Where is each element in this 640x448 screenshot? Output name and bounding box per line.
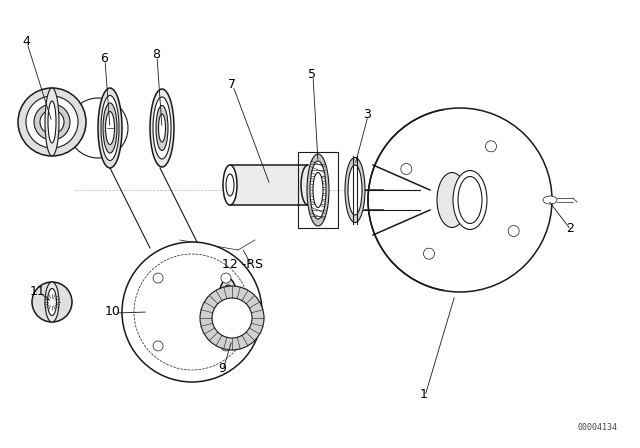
Circle shape <box>424 248 435 259</box>
Text: 10: 10 <box>105 305 121 318</box>
Ellipse shape <box>45 88 59 156</box>
Ellipse shape <box>45 282 59 322</box>
Circle shape <box>153 273 163 283</box>
Ellipse shape <box>150 89 174 167</box>
Circle shape <box>200 286 264 350</box>
Text: 11: 11 <box>30 285 45 298</box>
Circle shape <box>212 298 252 338</box>
Circle shape <box>221 341 231 351</box>
Ellipse shape <box>106 112 115 145</box>
Text: 3: 3 <box>363 108 371 121</box>
Circle shape <box>153 341 163 351</box>
Text: 7: 7 <box>228 78 236 91</box>
Ellipse shape <box>101 95 119 160</box>
Ellipse shape <box>98 88 122 168</box>
Ellipse shape <box>153 97 171 159</box>
Ellipse shape <box>103 103 117 153</box>
Ellipse shape <box>313 172 323 207</box>
Circle shape <box>18 88 86 156</box>
Ellipse shape <box>453 171 487 229</box>
Ellipse shape <box>48 101 56 143</box>
Ellipse shape <box>307 154 329 226</box>
Ellipse shape <box>345 158 365 223</box>
Text: 4: 4 <box>22 35 30 48</box>
Ellipse shape <box>217 278 239 346</box>
Ellipse shape <box>156 105 168 151</box>
Text: 2: 2 <box>566 222 574 235</box>
Circle shape <box>34 104 70 140</box>
Circle shape <box>508 225 519 237</box>
Ellipse shape <box>437 172 467 228</box>
Text: 00004134: 00004134 <box>578 423 618 432</box>
Ellipse shape <box>543 196 557 204</box>
Circle shape <box>401 164 412 175</box>
Circle shape <box>221 273 231 283</box>
Ellipse shape <box>223 165 237 205</box>
Ellipse shape <box>310 161 326 219</box>
Circle shape <box>32 282 72 322</box>
Text: 5: 5 <box>308 68 316 81</box>
Circle shape <box>122 242 262 382</box>
Circle shape <box>26 96 78 148</box>
Ellipse shape <box>458 177 482 224</box>
Circle shape <box>40 110 64 134</box>
Text: 6: 6 <box>100 52 108 65</box>
Ellipse shape <box>47 289 56 315</box>
Ellipse shape <box>226 174 234 196</box>
Text: 9: 9 <box>218 362 226 375</box>
Circle shape <box>486 141 497 152</box>
Ellipse shape <box>348 165 362 215</box>
Ellipse shape <box>159 114 166 142</box>
Text: 1: 1 <box>420 388 428 401</box>
Circle shape <box>368 108 552 292</box>
Ellipse shape <box>220 285 236 339</box>
Text: 12 -RS: 12 -RS <box>222 258 263 271</box>
Text: 8: 8 <box>152 48 160 61</box>
